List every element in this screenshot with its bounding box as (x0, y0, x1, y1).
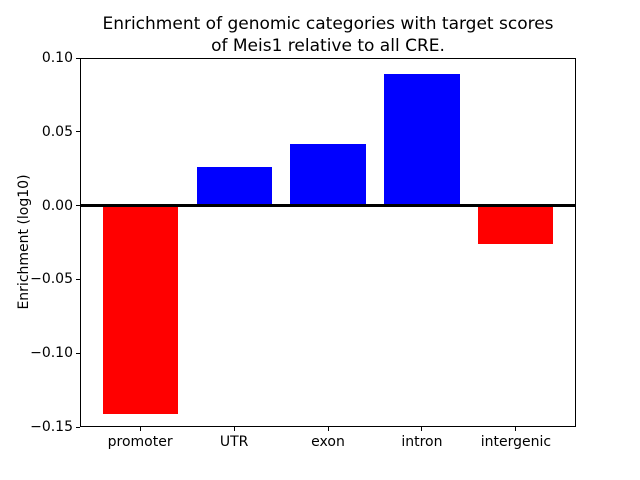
x-tick-label-intergenic: intergenic (480, 434, 552, 450)
bar-intergenic (478, 205, 554, 244)
y-tick-label: −0.10 (30, 345, 73, 362)
y-tick-mark (76, 57, 80, 59)
x-tick-mark (139, 427, 141, 431)
x-tick-mark (515, 427, 517, 431)
x-tick-label-UTR: UTR (219, 434, 249, 450)
x-tick-label-promoter: promoter (107, 434, 173, 450)
y-tick-label: 0.05 (41, 123, 73, 140)
x-tick-label-intron: intron (401, 434, 443, 450)
y-axis-label: Enrichment (log10) (16, 174, 32, 310)
chart-title: Enrichment of genomic categories with ta… (102, 14, 554, 56)
x-tick-mark (421, 427, 423, 431)
y-tick-mark (76, 131, 80, 133)
x-tick-mark (233, 427, 235, 431)
zero-baseline (80, 204, 576, 208)
y-tick-mark (76, 205, 80, 207)
bar-UTR (196, 167, 272, 206)
x-tick-label-exon: exon (311, 434, 345, 450)
bar-promoter (102, 205, 178, 414)
bar-exon (290, 143, 366, 206)
y-tick-label: 0.10 (41, 50, 73, 66)
bar-intron (384, 74, 460, 206)
y-tick-mark (76, 278, 80, 280)
y-tick-mark (76, 426, 80, 428)
y-tick-label: −0.05 (30, 271, 73, 288)
y-tick-label: −0.15 (30, 419, 73, 435)
y-tick-mark (76, 352, 80, 354)
y-tick-label: 0.00 (41, 197, 73, 214)
x-tick-mark (327, 427, 329, 431)
